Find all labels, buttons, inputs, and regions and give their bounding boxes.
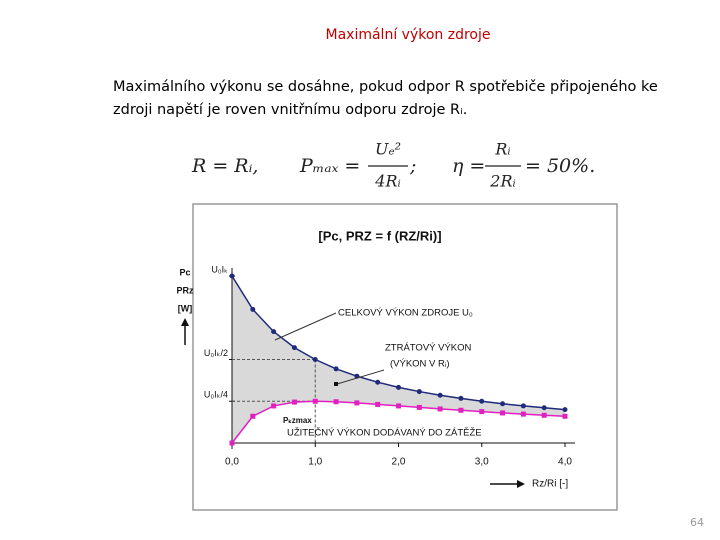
annotation: Pₖzmax xyxy=(283,416,312,425)
point xyxy=(291,399,297,405)
point xyxy=(562,407,568,413)
formula: = 50%. xyxy=(525,155,595,177)
point xyxy=(416,389,422,395)
point xyxy=(458,407,464,413)
point xyxy=(520,403,526,409)
point xyxy=(437,406,443,412)
point xyxy=(541,412,547,418)
point xyxy=(375,379,381,385)
formula: Pₘₐₓ = xyxy=(299,155,360,177)
page-number: 64 xyxy=(690,516,704,529)
annotation: (VÝKON V Rᵢ) xyxy=(390,359,450,370)
point xyxy=(520,411,526,417)
point xyxy=(479,409,485,415)
formula: η = xyxy=(452,155,485,177)
point xyxy=(416,404,422,410)
point xyxy=(500,410,506,416)
annotation: ZTRÁTOVÝ VÝKON xyxy=(385,343,472,354)
point xyxy=(312,357,318,362)
point xyxy=(291,345,297,351)
x-tick-label: 0,0 xyxy=(225,457,239,468)
point xyxy=(271,329,277,335)
formula: R = Rᵢ, xyxy=(191,155,258,177)
formula-numerator: Rᵢ xyxy=(494,140,510,159)
point xyxy=(541,405,547,411)
arrow-head xyxy=(517,480,525,488)
paragraph-line: zdroji napětí je roven vnitřnímu odporu … xyxy=(113,102,467,118)
point xyxy=(333,399,339,405)
x-tick-label: 1,0 xyxy=(308,457,322,468)
y-tick-label: U₀Iₖ/2 xyxy=(204,348,228,358)
point xyxy=(271,403,277,409)
annotation: UŽITEČNÝ VÝKON DODÁVANÝ DO ZÁTĚŽE xyxy=(287,428,482,439)
annotation: CELKOVÝ VÝKON ZDROJE U₀ xyxy=(338,308,473,319)
paragraph-line: Maximálního výkonu se dosáhne, pokud odp… xyxy=(113,79,658,95)
y-tick-label: U₀Iₖ/4 xyxy=(204,390,228,400)
x-tick-label: 3,0 xyxy=(475,457,489,468)
point xyxy=(354,400,360,406)
point xyxy=(229,273,235,279)
arrow-head xyxy=(181,318,189,326)
point xyxy=(229,440,235,446)
point xyxy=(479,398,485,404)
point xyxy=(250,306,256,312)
formula-numerator: Uₑ² xyxy=(375,140,401,159)
chart: [Pc, PRZ = f (RZ/Ri)] Pc PRz [W] Rz/Ri [… xyxy=(176,228,575,490)
point xyxy=(312,398,318,404)
point xyxy=(375,401,381,407)
point xyxy=(396,384,401,390)
point xyxy=(250,413,256,419)
y-axis-label: Pc xyxy=(179,267,190,277)
y-tick-label: U₀Iₖ xyxy=(211,264,228,274)
x-tick-label: 2,0 xyxy=(392,457,406,468)
formula-denominator: 2Rᵢ xyxy=(489,172,515,191)
y-axis-label: PRz xyxy=(176,285,194,295)
point xyxy=(562,413,568,419)
formula: ; xyxy=(409,155,416,177)
point xyxy=(333,366,339,372)
point xyxy=(500,401,506,407)
point xyxy=(458,395,464,401)
leader-dot xyxy=(334,382,338,386)
x-axis-label: Rz/Ri [-] xyxy=(532,479,568,490)
slide-title: Maximální výkon zdroje xyxy=(326,27,491,43)
formula-denominator: 4Rᵢ xyxy=(374,172,400,191)
leader-line xyxy=(274,312,337,341)
y-axis-label: [W] xyxy=(178,303,193,313)
point xyxy=(396,403,401,409)
chart-title: [Pc, PRZ = f (RZ/Ri)] xyxy=(318,228,441,243)
point xyxy=(437,392,443,398)
x-tick-label: 4,0 xyxy=(558,457,572,468)
leader-line xyxy=(336,369,385,385)
